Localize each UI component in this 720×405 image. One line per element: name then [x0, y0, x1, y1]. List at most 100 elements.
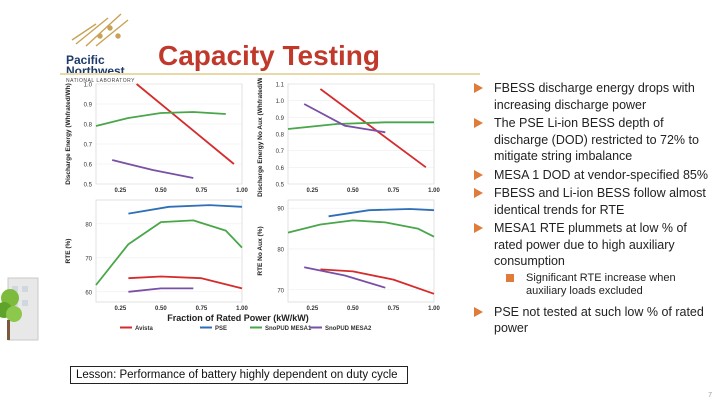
bullet-text: PSE not tested at such low % of rated po…: [494, 304, 704, 336]
series-line-snopud-mesa2: [111, 159, 194, 179]
legend-label: Avista: [135, 326, 153, 332]
title-divider: [60, 73, 480, 75]
bullet-item: MESA 1 DOD at vendor-specified 85%: [474, 167, 710, 184]
capacity-test-figure: 0.5 0.6 0.7 0.8 0.9 1.0 0.25 0.50 0.75 1.00 Discha…: [65, 78, 440, 332]
series-line-avista: [128, 275, 243, 290]
y-tick-label: 0.5: [84, 183, 93, 189]
series-line-snopud-mesa1: [95, 219, 243, 286]
x-tick-label: 0.25: [114, 306, 126, 312]
legend-item: SnoPUD MESA1: [250, 326, 312, 332]
series-line-snopud-mesa2: [303, 103, 386, 134]
chart-panel-2: 0.5 0.6 0.7 0.8 0.9 1.0 1.1 0.25 0.50 0.75 1.00 Dis…: [257, 78, 440, 197]
y-tick-label: 60: [85, 290, 92, 296]
x-tick-label: 1.00: [428, 188, 440, 194]
chart-panel-1: 0.5 0.6 0.7 0.8 0.9 1.0 0.25 0.50 0.75 1.00 Discha…: [65, 83, 248, 195]
sub-bullet-square-icon: [506, 273, 514, 282]
legend-item: PSE: [200, 326, 227, 332]
x-tick-label: 0.75: [196, 306, 208, 312]
chart-panel-4: 70 80 90 0.25 0.50 0.75 1.00 RTE No Aux (%): [257, 199, 440, 312]
x-tick-label: 0.50: [155, 306, 167, 312]
y-tick-label: 90: [277, 207, 284, 213]
y-axis-label: RTE (%): [65, 239, 72, 264]
x-tick-label: 1.00: [428, 306, 440, 312]
x-tick-label: 0.75: [388, 306, 400, 312]
y-tick-label: 70: [85, 256, 92, 262]
bullet-item: The PSE Li-ion BESS depth of discharge (…: [474, 115, 710, 165]
lesson-callout: Lesson: Performance of battery highly de…: [70, 366, 408, 384]
logo-line-pacific: Pacific: [66, 53, 105, 67]
y-tick-label: 0.6: [84, 163, 93, 169]
bullet-text: FBESS and Li-ion BESS follow almost iden…: [494, 186, 706, 217]
bullet-text: MESA 1 DOD at vendor-specified 85%: [494, 167, 708, 182]
y-axis-label: Discharge Energy (Whfrated/Wh): [65, 83, 72, 184]
bullet-arrow-icon: [474, 223, 483, 233]
y-tick-label: 0.8: [84, 123, 93, 129]
bullet-arrow-icon: [474, 188, 483, 198]
y-tick-label: 80: [85, 222, 92, 228]
bullet-arrow-icon: [474, 306, 483, 317]
bullet-arrow-icon: [474, 118, 483, 128]
x-tick-label: 0.25: [306, 306, 318, 312]
series-line-snopud-mesa2: [128, 287, 194, 293]
logo-line-northwest: Northwest: [66, 64, 125, 78]
y-tick-label: 0.8: [276, 133, 285, 139]
y-tick-label: 1.0: [84, 83, 93, 89]
x-tick-label: 0.50: [347, 188, 359, 194]
x-tick-label: 0.75: [388, 188, 400, 194]
bullet-item: PSE not tested at such low % of rated po…: [474, 304, 710, 337]
x-tick-label: 0.25: [114, 188, 126, 194]
y-tick-label: 1.1: [276, 83, 285, 89]
x-tick-label: 0.50: [155, 188, 167, 194]
building-tree-decoration-icon: [0, 277, 39, 341]
bullet-item: MESA1 RTE plummets at low % of rated pow…: [474, 220, 710, 270]
plot-area: [95, 83, 243, 185]
x-tick-label: 0.25: [306, 188, 318, 194]
bullet-text: MESA1 RTE plummets at low % of rated pow…: [494, 221, 687, 268]
sub-bullet-text: Significant RTE increase when auxiliary …: [526, 271, 676, 297]
series-line-snopud-mesa2: [304, 266, 386, 289]
series-line-snopud-mesa1: [287, 219, 435, 238]
logo-mark-icon: [71, 13, 129, 47]
figure-legend: Avista PSE SnoPUD MESA1 SnoPUD MESA2: [120, 326, 372, 332]
chart-panel-3: 60 70 80 0.25 0.50 0.75 1.00 RTE (%): [65, 199, 248, 312]
bullet-list: FBESS discharge energy drops with increa…: [474, 80, 710, 339]
pnnl-logo: Pacific Northwest NATIONAL LABORATORY: [62, 10, 142, 84]
y-tick-label: 70: [277, 288, 284, 294]
series-line-avista: [319, 88, 427, 169]
bullet-arrow-icon: [474, 169, 483, 180]
series-line-pse: [128, 204, 243, 215]
x-tick-label: 1.00: [236, 306, 248, 312]
x-tick-label: 0.75: [196, 188, 208, 194]
y-tick-label: 0.9: [276, 116, 285, 122]
series-line-avista: [320, 268, 435, 295]
series-line-snopud-mesa1: [95, 111, 226, 127]
legend-label: SnoPUD MESA2: [325, 326, 372, 332]
page-number: 7: [708, 392, 712, 399]
sub-bullet-item: Significant RTE increase when auxiliary …: [474, 272, 710, 298]
bullet-item: FBESS and Li-ion BESS follow almost iden…: [474, 185, 710, 218]
bullet-arrow-icon: [474, 83, 483, 93]
bullet-text: FBESS discharge energy drops with increa…: [494, 81, 695, 112]
series-line-pse: [328, 208, 435, 218]
y-tick-label: 0.9: [84, 103, 93, 109]
x-tick-label: 1.00: [236, 188, 248, 194]
legend-label: SnoPUD MESA1: [265, 326, 312, 332]
bullet-item: FBESS discharge energy drops with increa…: [474, 80, 710, 113]
series-line-avista: [136, 83, 235, 165]
legend-label: PSE: [215, 326, 227, 332]
y-tick-label: 0.7: [276, 149, 285, 155]
slide-title: Capacity Testing: [158, 40, 380, 71]
y-tick-label: 0.7: [84, 143, 93, 149]
y-tick-label: 80: [277, 247, 284, 253]
y-tick-label: 1.0: [276, 99, 285, 105]
y-axis-label: Discharge Energy No Aux (Whfrated/Wh): [257, 78, 264, 197]
plot-area: [95, 199, 243, 303]
figure-x-axis-label: Fraction of Rated Power (kW/kW): [167, 313, 309, 323]
legend-item: SnoPUD MESA2: [310, 326, 372, 332]
y-axis-label: RTE No Aux (%): [257, 226, 264, 275]
legend-item: Avista: [120, 326, 153, 332]
y-tick-label: 0.6: [276, 166, 285, 172]
x-tick-label: 0.50: [347, 306, 359, 312]
logo-line-national-lab: NATIONAL LABORATORY: [66, 78, 135, 84]
bullet-text: The PSE Li-ion BESS depth of discharge (…: [494, 116, 699, 163]
